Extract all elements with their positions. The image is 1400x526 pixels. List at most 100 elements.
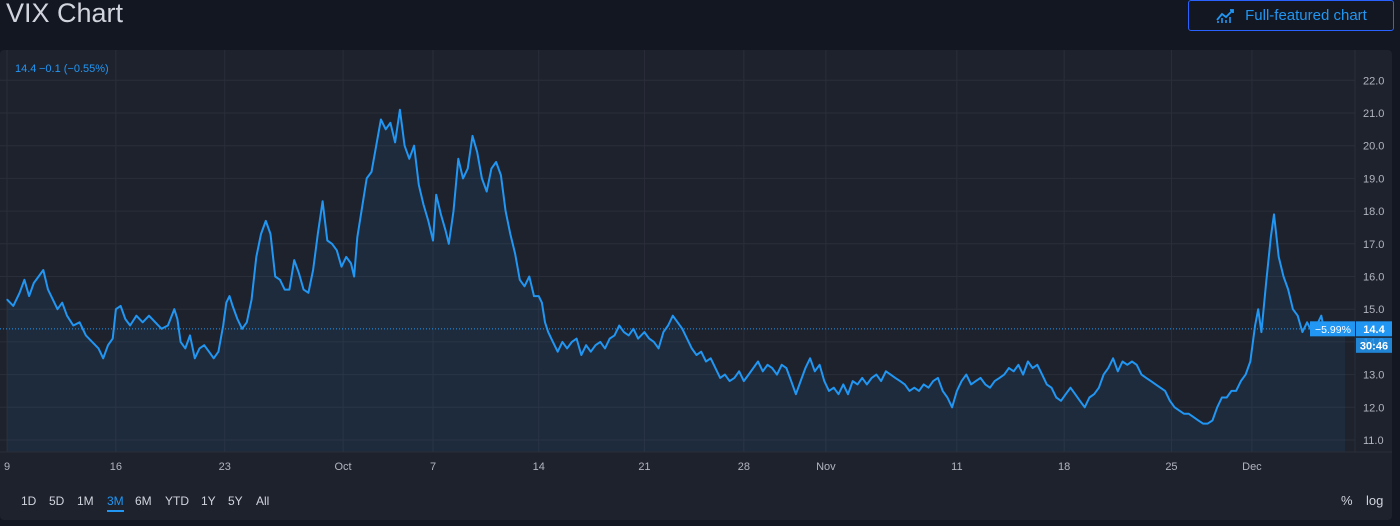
data-point <box>1093 393 1095 395</box>
data-point <box>298 272 300 274</box>
data-point <box>523 285 526 287</box>
data-point <box>942 390 944 392</box>
timeframe-5y[interactable]: 5Y <box>228 494 243 508</box>
data-point <box>500 174 502 176</box>
data-point <box>552 341 554 343</box>
x-tick-label: 25 <box>1165 461 1177 473</box>
data-point <box>445 230 447 232</box>
data-point <box>1155 383 1157 385</box>
data-point <box>124 318 126 320</box>
data-point <box>1178 410 1180 412</box>
data-point <box>435 194 437 196</box>
y-tick-label: 17.0 <box>1363 239 1384 251</box>
log-scale-toggle[interactable]: log <box>1366 493 1384 508</box>
data-point <box>781 364 783 366</box>
data-point <box>776 374 778 376</box>
data-point <box>880 380 882 382</box>
data-point <box>288 289 290 291</box>
data-point <box>440 213 442 215</box>
data-point <box>66 315 68 317</box>
timeframe-all[interactable]: All <box>256 494 270 508</box>
legend-change: −0.1 (−0.55%) <box>39 63 109 75</box>
timeframe-1m[interactable]: 1M <box>77 494 94 508</box>
data-point <box>1036 364 1038 366</box>
data-point <box>79 321 81 323</box>
data-point <box>833 387 835 389</box>
data-point <box>225 302 227 304</box>
data-point <box>628 334 630 336</box>
data-point <box>1055 396 1057 399</box>
timeframe-1d[interactable]: 1D <box>21 494 37 508</box>
chart-canvas[interactable]: 11.012.013.014.015.016.017.018.019.020.0… <box>0 50 1392 520</box>
data-point <box>658 347 660 349</box>
data-point <box>476 151 478 153</box>
data-point <box>871 377 873 379</box>
timeframe-1y[interactable]: 1Y <box>201 494 216 508</box>
data-point <box>1131 360 1133 363</box>
data-point <box>1107 367 1109 369</box>
timeframe-5d[interactable]: 5D <box>49 494 65 508</box>
data-point <box>1260 331 1262 333</box>
y-tick-label: 18.0 <box>1363 206 1384 218</box>
data-point <box>599 341 601 343</box>
data-point <box>1202 423 1204 425</box>
data-point <box>142 321 144 323</box>
data-point <box>1164 390 1166 392</box>
data-point <box>52 298 54 300</box>
data-point <box>462 177 464 179</box>
data-point <box>61 302 63 304</box>
data-point <box>12 305 14 307</box>
data-point <box>370 171 373 173</box>
data-point <box>1140 374 1143 376</box>
y-tick-label: 16.0 <box>1363 272 1384 284</box>
data-point <box>1117 370 1119 372</box>
data-point <box>533 295 535 297</box>
full-featured-chart-button[interactable]: Full-featured chart <box>1188 0 1394 31</box>
data-point <box>913 387 915 389</box>
x-tick-label: 16 <box>110 461 122 473</box>
data-point <box>1027 360 1029 363</box>
data-point <box>161 328 163 330</box>
data-point <box>232 305 234 307</box>
data-point <box>1013 370 1015 372</box>
data-point <box>222 324 224 327</box>
legend-value: 14.4 <box>15 63 36 75</box>
data-point <box>154 321 156 323</box>
data-point <box>345 256 347 258</box>
data-point <box>544 321 546 323</box>
timeframe-3m[interactable]: 3M <box>107 492 124 512</box>
data-point <box>85 334 87 336</box>
data-point <box>875 374 878 376</box>
page-title: VIX Chart <box>6 0 124 28</box>
data-point <box>724 374 726 376</box>
timeframe-ytd[interactable]: YTD <box>165 494 189 508</box>
data-point <box>890 374 892 376</box>
data-point <box>743 380 745 382</box>
data-point <box>418 184 420 186</box>
data-point <box>541 302 543 304</box>
data-point <box>303 289 305 291</box>
data-point <box>246 321 248 323</box>
x-tick-label: 28 <box>738 461 750 473</box>
data-point <box>317 233 319 235</box>
data-point <box>47 289 49 291</box>
data-point <box>394 141 396 143</box>
data-point <box>23 279 25 281</box>
data-point <box>1022 374 1024 376</box>
last-price-tag: −5.99% 14.4 30:46 <box>1310 321 1392 353</box>
timeframe-6m[interactable]: 6M <box>135 494 152 508</box>
data-point <box>590 351 592 353</box>
data-point <box>975 380 977 382</box>
data-point <box>937 377 939 379</box>
data-point <box>771 367 773 369</box>
data-point <box>1216 406 1218 408</box>
data-point <box>1032 367 1034 369</box>
data-point <box>1150 380 1152 382</box>
data-point <box>452 210 455 212</box>
line-area-fill <box>7 109 1345 452</box>
data-point <box>173 308 175 310</box>
data-point <box>490 168 492 170</box>
percent-scale-toggle[interactable]: % <box>1341 493 1353 508</box>
x-tick-label: 9 <box>4 461 10 473</box>
data-point <box>1121 360 1124 363</box>
